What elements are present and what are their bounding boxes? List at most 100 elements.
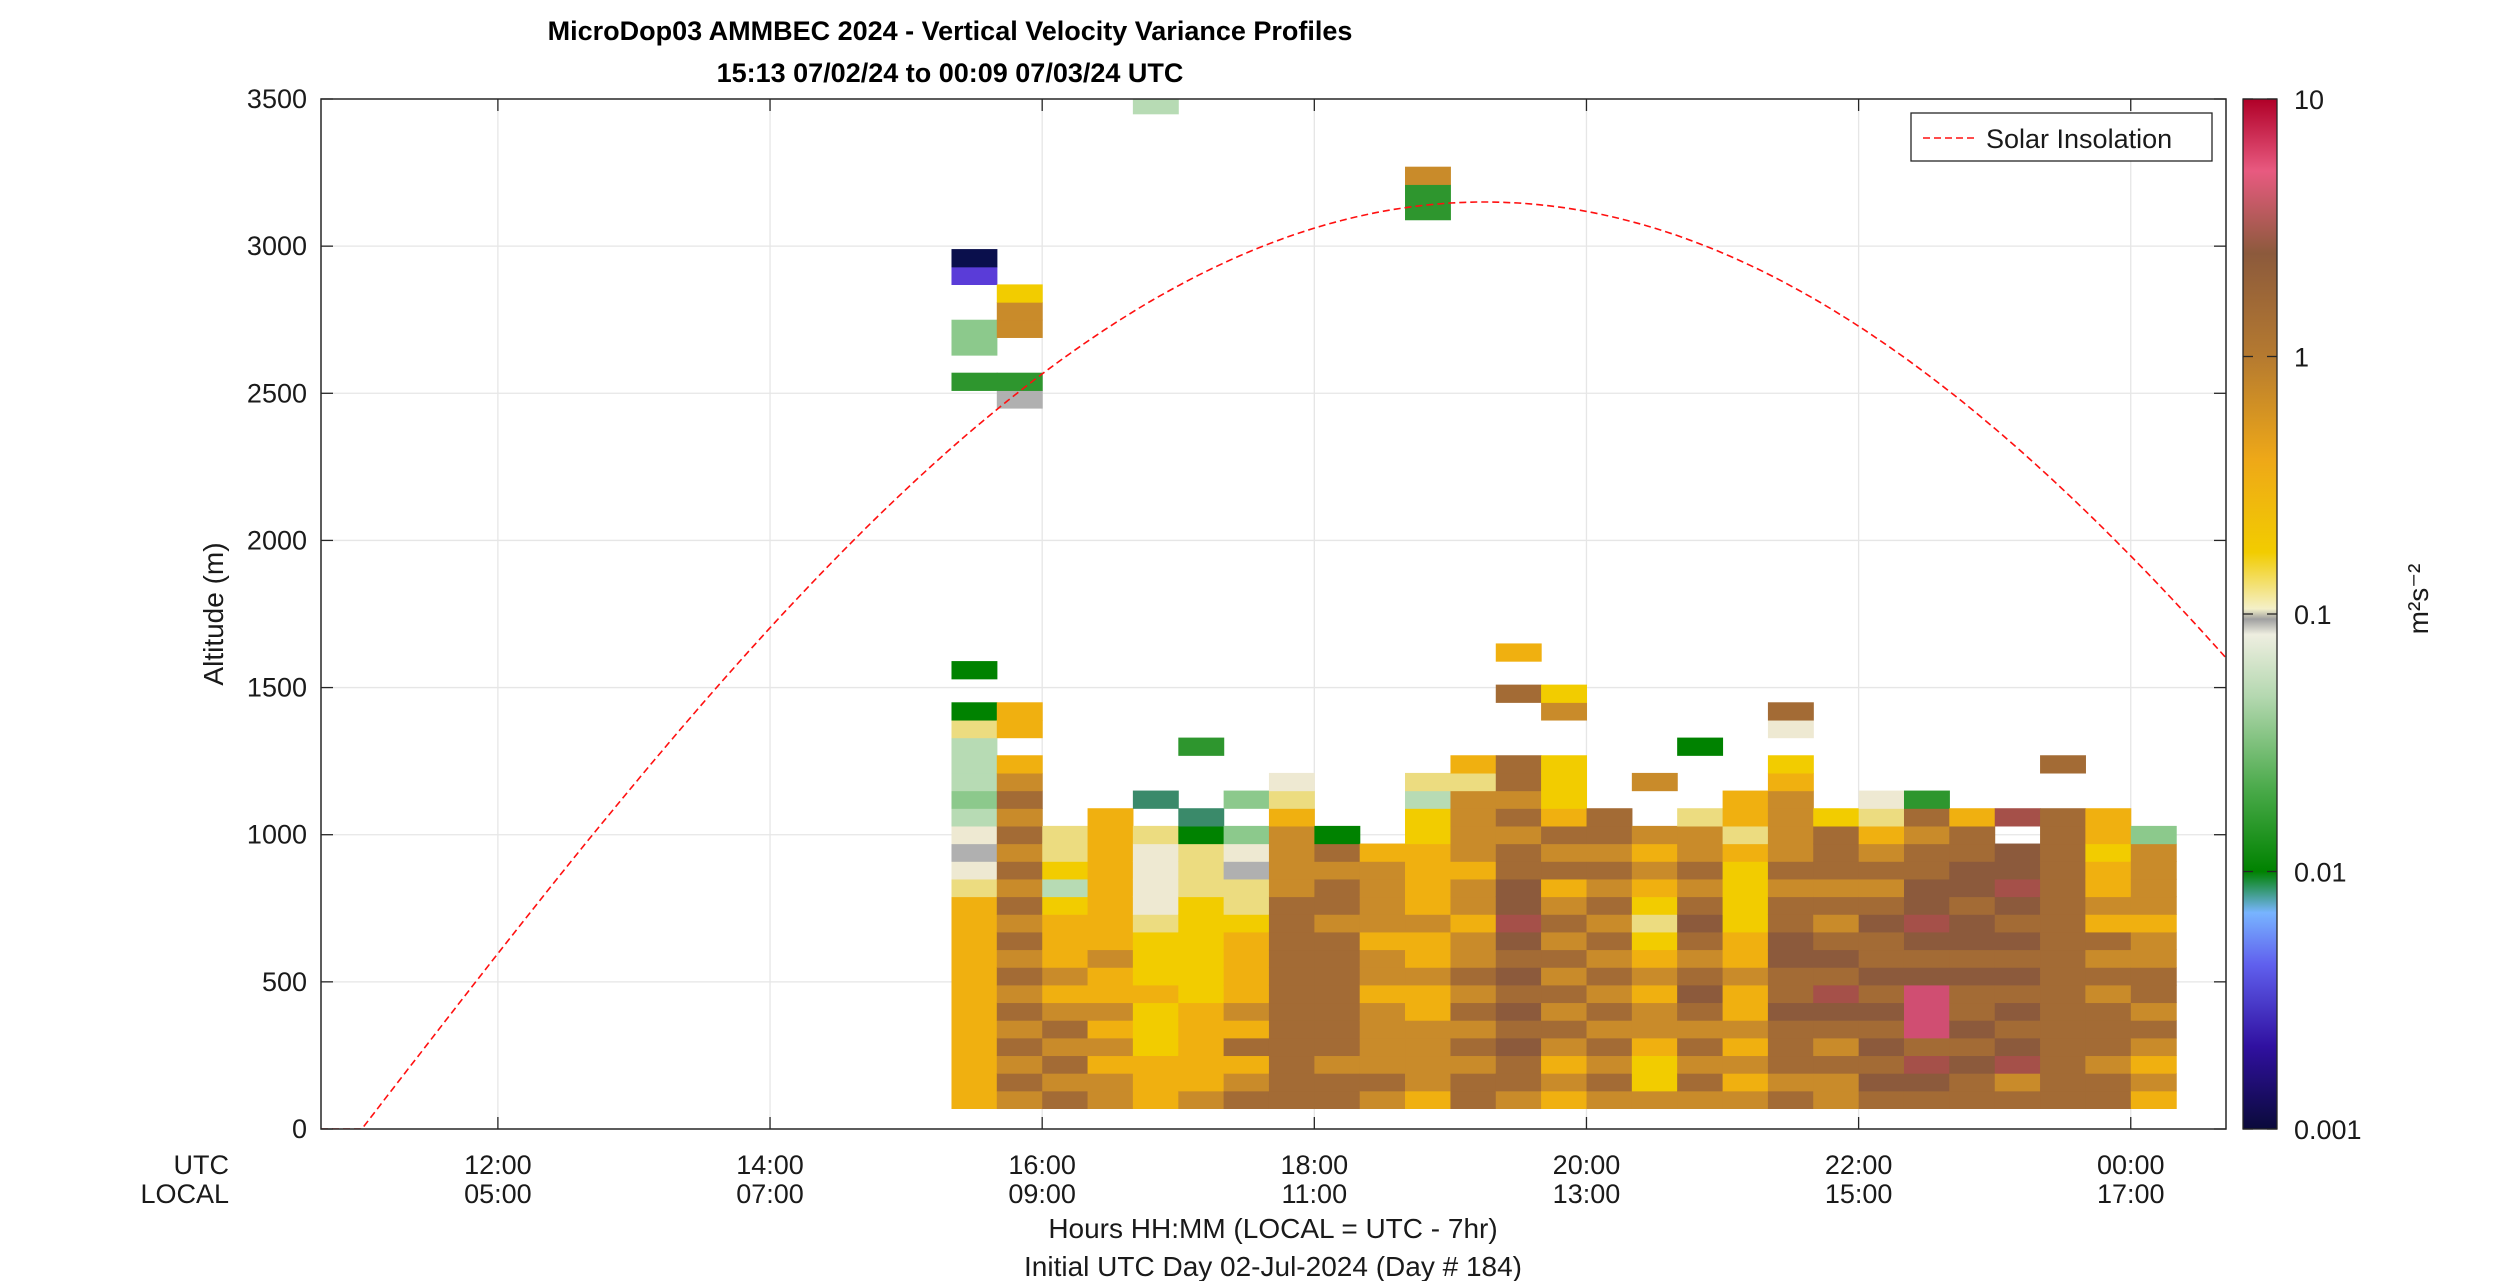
colorbar-tick-label: 10 <box>2294 85 2324 115</box>
variance-cell <box>1858 808 1905 827</box>
variance-cell <box>1813 1073 1860 1092</box>
variance-cell <box>1541 790 1587 809</box>
variance-cell <box>1949 1002 1996 1021</box>
colorbar-tick-label: 1 <box>2294 343 2309 373</box>
variance-cell <box>1949 843 1996 862</box>
variance-cell <box>1132 967 1179 986</box>
variance-cell <box>1178 914 1225 933</box>
variance-cell <box>1495 808 1542 827</box>
variance-cell <box>996 755 1043 774</box>
variance-cell <box>1858 896 1905 915</box>
variance-cell <box>1405 166 1451 185</box>
variance-cell <box>1132 949 1179 968</box>
variance-cell <box>996 984 1043 1004</box>
variance-cell <box>1087 1037 1134 1057</box>
variance-cell <box>2040 984 2086 1004</box>
variance-cell <box>1949 1090 1996 1109</box>
variance-cell <box>1359 914 1406 933</box>
variance-cell <box>951 702 998 721</box>
variance-cell <box>1586 878 1633 898</box>
variance-cell <box>1450 808 1497 827</box>
variance-cell <box>1994 1002 2041 1021</box>
variance-cell <box>1903 1090 1950 1109</box>
x-tick-label-utc: 20:00 <box>1553 1150 1621 1180</box>
variance-cell <box>1586 967 1633 986</box>
variance-cell <box>2085 914 2132 933</box>
variance-cell <box>951 967 998 986</box>
variance-cell <box>1359 967 1406 986</box>
x-tick-label-local: 07:00 <box>736 1179 804 1209</box>
variance-cell <box>1314 878 1361 898</box>
variance-cell <box>1767 702 1814 721</box>
variance-cell <box>1132 1020 1179 1039</box>
variance-cell <box>1223 1090 1270 1109</box>
variance-cell <box>996 319 1043 338</box>
variance-cell <box>2085 861 2132 880</box>
legend-box <box>1910 112 2213 162</box>
variance-cell <box>1314 1073 1361 1092</box>
variance-cell <box>1722 825 1769 845</box>
variance-cell <box>996 772 1043 792</box>
variance-cell <box>1767 931 1814 951</box>
variance-cell <box>1132 914 1179 933</box>
variance-cell <box>1268 790 1315 809</box>
y-tick-label: 3000 <box>247 231 307 261</box>
variance-cell <box>1586 1037 1633 1057</box>
variance-cell <box>1586 931 1633 951</box>
variance-cell <box>1268 984 1315 1004</box>
variance-cell <box>1405 914 1451 933</box>
variance-cell <box>1631 772 1678 792</box>
variance-cell <box>996 914 1043 933</box>
variance-cell <box>1087 1073 1134 1092</box>
variance-cell <box>1268 825 1315 845</box>
variance-cell <box>1405 984 1451 1004</box>
variance-cell <box>1178 896 1225 915</box>
variance-cell <box>1495 643 1542 662</box>
variance-cell <box>1767 843 1814 862</box>
variance-cell <box>2040 949 2086 968</box>
variance-cell <box>1949 808 1996 827</box>
variance-cell <box>1495 684 1542 703</box>
variance-cell <box>2085 1037 2132 1057</box>
variance-cell <box>996 1090 1043 1109</box>
variance-cell <box>1087 914 1134 933</box>
variance-cell <box>2040 1037 2086 1057</box>
variance-cell <box>1903 861 1950 880</box>
variance-cell <box>1314 825 1361 845</box>
variance-cell <box>1767 1090 1814 1109</box>
variance-cell <box>1450 790 1497 809</box>
variance-cell <box>2085 808 2132 827</box>
variance-cell <box>1767 1002 1814 1021</box>
variance-cell <box>1132 931 1179 951</box>
variance-cell <box>2130 1020 2177 1039</box>
variance-cell <box>1359 1090 1406 1109</box>
variance-cell <box>1541 984 1587 1004</box>
colorbar: 0.001 0.01 0.1 1 10 m²s⁻² <box>2242 85 2434 1145</box>
variance-cell <box>1178 1002 1225 1021</box>
variance-cell <box>1767 949 1814 968</box>
variance-cell <box>1042 896 1089 915</box>
variance-cell <box>1858 1055 1905 1074</box>
variance-cell <box>1767 861 1814 880</box>
variance-cell <box>1450 1090 1497 1109</box>
variance-cell <box>1631 931 1678 951</box>
variance-cell <box>1903 931 1950 951</box>
variance-cell <box>1132 984 1179 1004</box>
variance-cell <box>1813 1055 1860 1074</box>
variance-cell <box>1087 878 1134 898</box>
variance-cell <box>1586 949 1633 968</box>
variance-cell <box>2040 843 2086 862</box>
variance-cell <box>1586 825 1633 845</box>
variance-cell <box>1631 984 1678 1004</box>
variance-cell <box>1087 1020 1134 1039</box>
variance-cell <box>996 1002 1043 1021</box>
variance-cell <box>1949 1073 1996 1092</box>
variance-cell <box>1268 1073 1315 1092</box>
variance-cell <box>1994 843 2041 862</box>
x-tick-label-utc: 00:00 <box>2097 1150 2165 1180</box>
variance-cell <box>1223 790 1270 809</box>
variance-cell <box>1042 931 1089 951</box>
variance-cell <box>1268 896 1315 915</box>
variance-cell <box>1405 949 1451 968</box>
variance-cell <box>1767 755 1814 774</box>
